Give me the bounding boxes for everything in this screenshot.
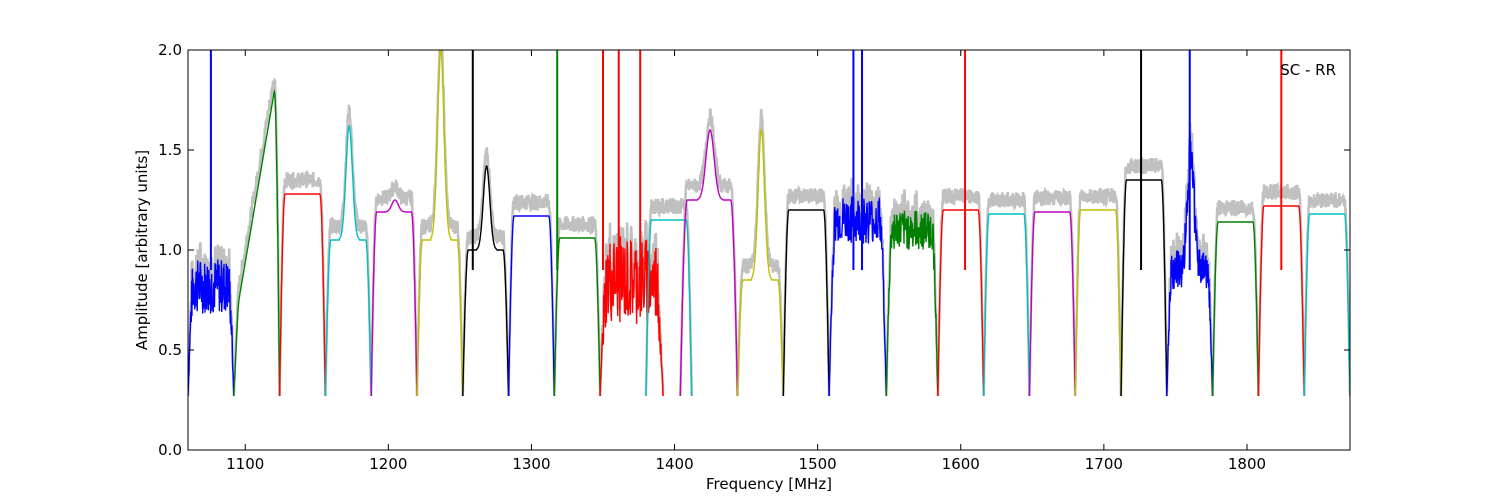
band-trace <box>278 193 327 397</box>
band-layer <box>188 50 1350 397</box>
band-envelope <box>553 216 602 397</box>
x-tick-label: 1600 <box>942 455 980 473</box>
band-trace <box>828 196 887 397</box>
band-trace <box>1303 213 1350 397</box>
band-envelope <box>1119 154 1169 397</box>
corner-annotation: SC - RR <box>1280 61 1336 79</box>
x-tick-label: 1400 <box>655 455 693 473</box>
band-envelope <box>1302 192 1350 397</box>
band-envelope <box>324 104 373 397</box>
y-tick-label: 1.5 <box>158 141 182 159</box>
x-tick-label: 1700 <box>1085 455 1123 473</box>
band-trace <box>983 213 1031 397</box>
band-trace <box>1120 179 1168 397</box>
band-trace <box>1211 221 1260 397</box>
y-tick-label: 0.5 <box>158 341 182 359</box>
band-trace <box>416 50 464 397</box>
x-tick-label: 1500 <box>799 455 837 473</box>
y-axis: 0.0 0.5 1.0 1.5 2.0 <box>158 41 1350 459</box>
band-envelope <box>736 108 785 397</box>
band-envelope <box>461 146 510 397</box>
band-envelope <box>369 179 419 397</box>
band-envelope <box>415 50 465 397</box>
band-envelope <box>936 187 985 397</box>
band-trace <box>1074 209 1122 397</box>
y-tick-label: 0.0 <box>158 441 182 459</box>
band-trace <box>937 209 985 397</box>
band-envelope <box>679 108 739 397</box>
band-envelope <box>1028 186 1077 397</box>
y-axis-title: Amplitude [arbitrary units] <box>133 150 151 350</box>
band-trace <box>370 199 418 397</box>
x-tick-label: 1300 <box>512 455 550 473</box>
spike-layer <box>209 50 1283 270</box>
band-envelope <box>1211 199 1260 397</box>
band-trace <box>324 124 372 397</box>
band-trace <box>885 210 939 397</box>
band-trace <box>188 259 235 397</box>
band-trace <box>233 89 281 397</box>
x-tick-label: 1200 <box>369 455 407 473</box>
x-axis-title: Frequency [MHz] <box>706 475 832 493</box>
band-trace <box>599 236 664 397</box>
band-envelope <box>782 184 831 397</box>
band-trace <box>553 237 601 397</box>
band-envelope <box>232 77 281 397</box>
band-trace <box>736 128 784 397</box>
band-trace <box>507 215 555 397</box>
band-trace <box>1028 211 1076 397</box>
y-tick-label: 1.0 <box>158 241 182 259</box>
band-envelope <box>982 191 1031 397</box>
x-tick-label: 1100 <box>226 455 264 473</box>
band-envelope <box>1073 187 1123 397</box>
band-trace <box>679 129 739 397</box>
x-tick-label: 1800 <box>1228 455 1266 473</box>
x-axis: 1100 1200 1300 1400 1500 1600 1700 1800 <box>226 50 1266 473</box>
band-trace <box>782 209 830 397</box>
band-envelope <box>507 191 556 397</box>
band-envelope <box>278 169 327 397</box>
band-trace <box>462 164 510 397</box>
band-trace <box>645 219 693 397</box>
y-tick-label: 2.0 <box>158 41 182 59</box>
